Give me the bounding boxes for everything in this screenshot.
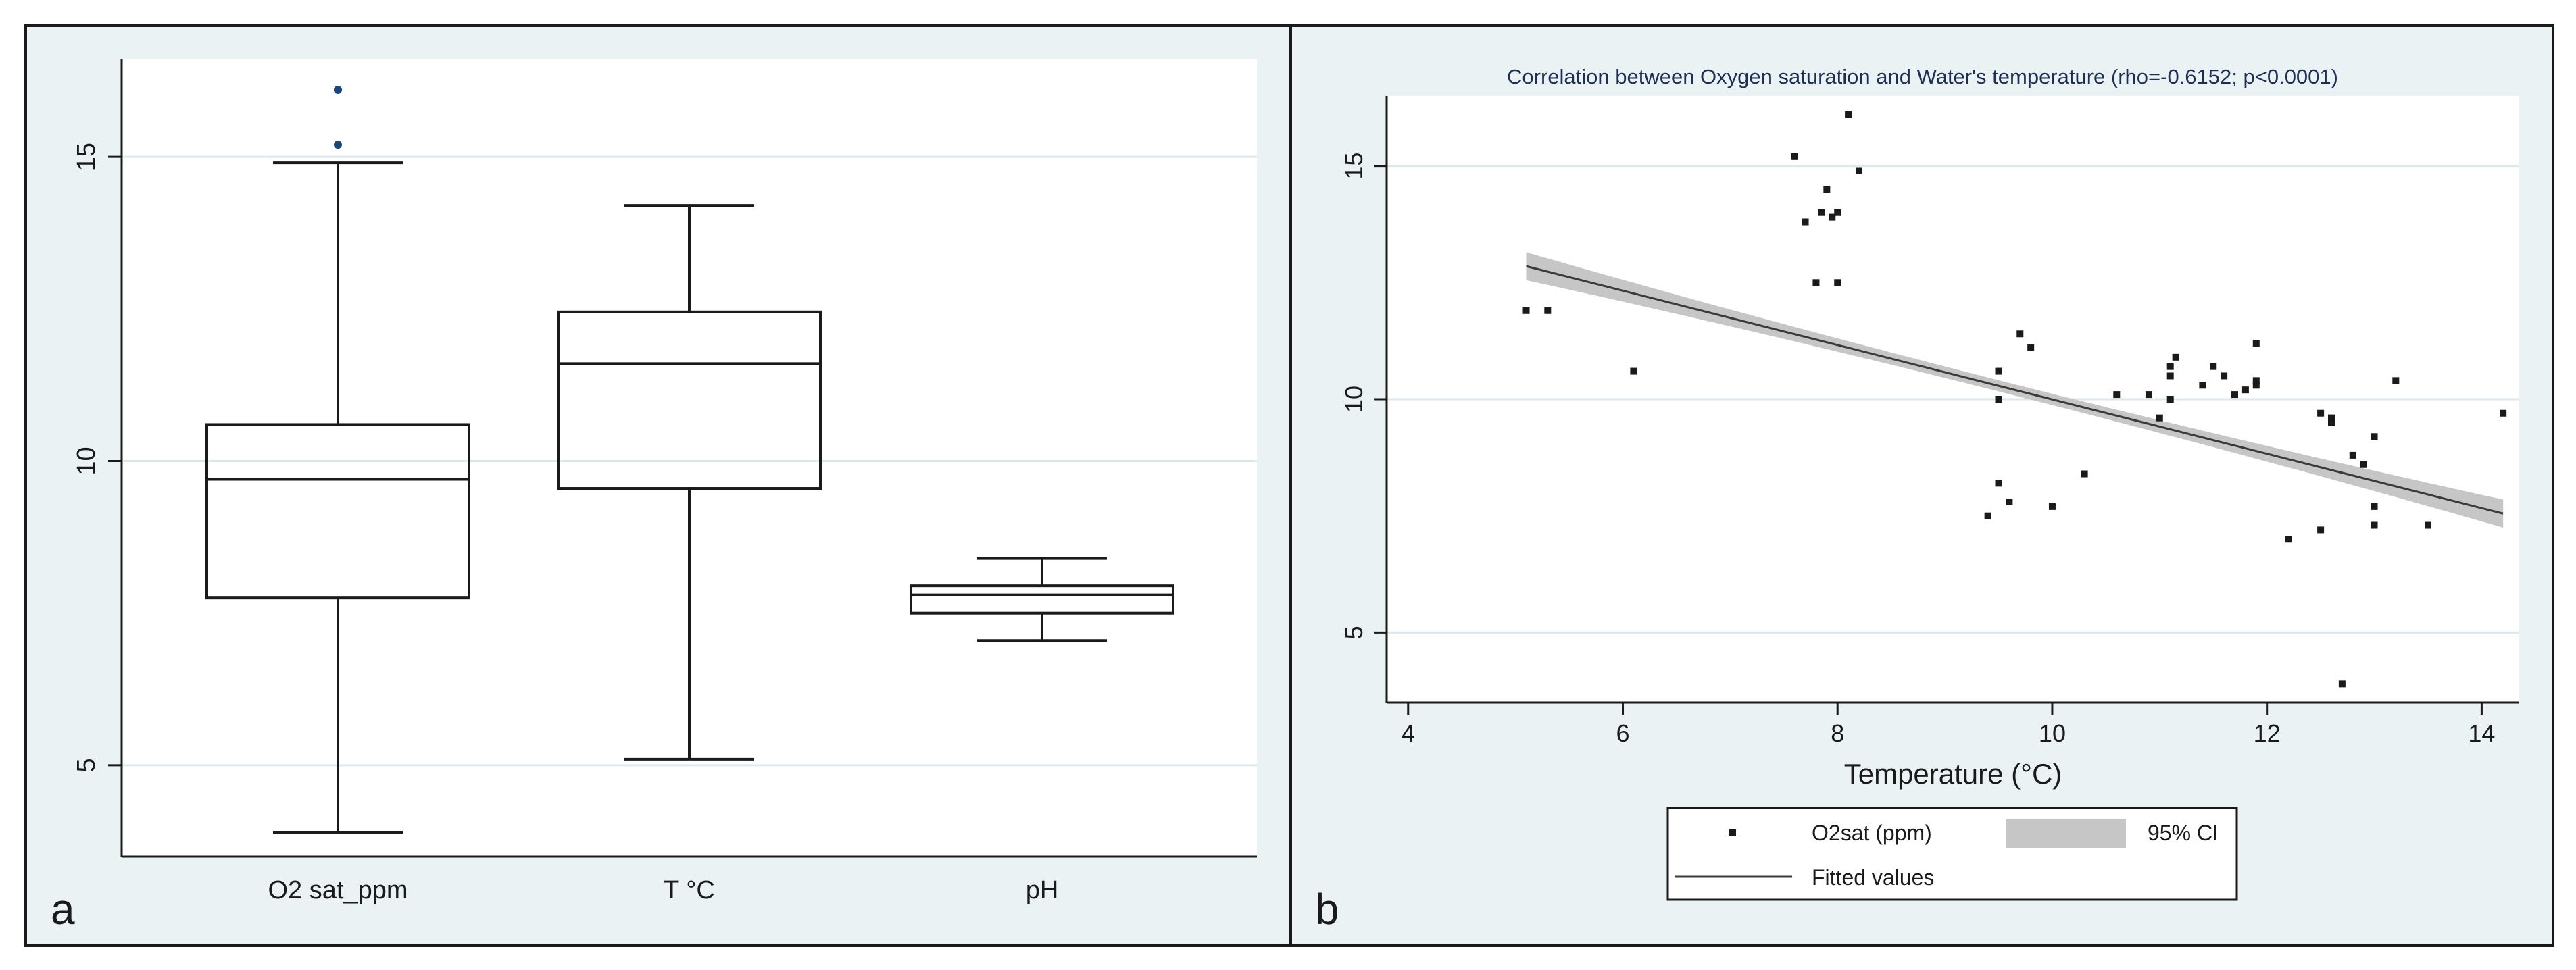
scatter-point [1829,213,1836,221]
scatter-point [2048,503,2056,510]
legend-label-fitted: Fitted values [1812,865,1934,890]
panel-a-y-tick-label: 15 [72,143,101,171]
box-outlier [334,86,342,95]
legend-frame [1666,807,2238,901]
panel-a-x-tick-label: pH [1026,876,1059,904]
panel-a-y-tick-label: 5 [72,758,101,772]
panel-a-boxes [205,86,1174,834]
scatter-point [1855,167,1862,174]
scatter-point [2360,461,2367,468]
legend-label-o2sat: O2sat (ppm) [1812,821,1932,845]
panel-b-y-tick-label: 5 [1340,626,1368,639]
panel-b-fitted-line [1526,265,2504,515]
scatter-point [2006,498,2013,505]
scatter-point [1834,279,1841,286]
panel-b-legend: O2sat (ppm) 95% CI Fitted values [1666,807,2238,901]
scatter-point [2156,414,2163,422]
scatter-point [1544,307,1552,314]
scatter-point [2166,363,2174,370]
scatter-point [2027,344,2035,352]
scatter-point [2166,372,2174,380]
scatter-point [1995,367,2002,375]
scatter-point [2145,391,2152,399]
scatter-point [2349,451,2356,459]
scatter-point [1995,480,2002,487]
panel-b-x-tick-label: 6 [1616,719,1629,747]
box-o2-sat [205,86,470,834]
scatter-point [2317,409,2325,417]
scatter-point [1812,279,1820,286]
scatter-point [1995,396,2002,403]
scatter-point [2371,521,2378,529]
scatter-point [1845,111,1852,118]
scatter-point [1791,153,1798,160]
scatter-point [2327,419,2335,426]
scatter-point [2392,377,2400,384]
scatter-point [2371,503,2378,510]
scatter-point [2231,391,2239,399]
scatter-point [2016,330,2024,338]
panel-b-y-axis: 5 10 15 [1340,96,1388,703]
scatter-point [2166,396,2174,403]
box-iqr [557,310,822,490]
panel-b-x-tick-label: 4 [1402,719,1415,747]
panel-b-x-tick-label: 10 [2039,719,2066,747]
scatter-point [2113,391,2121,399]
box-ph [910,557,1174,642]
scatter-point [2252,340,2260,347]
legend-ci-swatch [2006,819,2126,848]
scatter-point [1818,209,1825,216]
box-temperature [557,204,822,761]
panel-b-y-tick-label: 15 [1340,153,1368,180]
legend-marker-swatch [1729,829,1736,836]
scatter-point [2221,372,2228,380]
panel-a-y-axis: 5 10 15 [72,59,123,857]
panel-a-x-axis: O2 sat_ppm T °C pH [122,855,1257,904]
scatter-point [1984,512,1991,519]
scatter-point [2241,386,2249,394]
panel-b-x-axis: 4 6 8 10 12 14 [1387,701,2519,747]
legend-label-ci: 95% CI [2148,821,2219,845]
scatter-point [1802,218,1809,226]
panel-b-chart-title: Correlation between Oxygen saturation an… [1507,65,2338,88]
panel-b-y-tick-label: 10 [1340,386,1368,413]
scatter-point [2252,377,2260,384]
box-iqr [205,423,470,600]
panel-a-label: a [51,885,75,934]
scatter-point [1522,307,1530,314]
panel-b-scatter-points [1522,111,2507,688]
panel-b-x-axis-title: Temperature (°C) [1844,758,2062,790]
panel-a-x-tick-label: O2 sat_ppm [268,876,408,904]
panel-b-gridlines [1387,165,2519,634]
scatter-point [2172,353,2179,361]
scatter-point [2252,382,2260,389]
panel-b-x-tick-label: 12 [2254,719,2281,747]
scatter-point [2210,363,2217,370]
panel-a-x-tick-label: T °C [664,876,715,904]
scatter-point [1834,209,1841,216]
scatter-point [1823,186,1831,193]
scatter-point [2371,433,2378,440]
panel-b-fitted-line-group [1526,265,2504,515]
scatter-point [2500,409,2507,417]
box-iqr [910,584,1174,615]
scatter-point [1630,367,1637,375]
scatter-point [2424,521,2431,529]
scatter-point [2285,536,2292,543]
panel-a-y-tick-label: 10 [72,446,101,475]
scatter-point [2327,414,2335,422]
panel-b-x-tick-label: 8 [1831,719,1844,747]
panel-b-x-tick-label: 14 [2468,719,2495,747]
scatter-point [2338,680,2346,688]
scatter-point [2081,470,2088,478]
scatter-point [2199,382,2206,389]
scatter-point [2317,526,2325,534]
panel-b-label: b [1315,885,1339,934]
box-outlier [334,141,342,149]
panel-a-gridlines [122,155,1257,767]
